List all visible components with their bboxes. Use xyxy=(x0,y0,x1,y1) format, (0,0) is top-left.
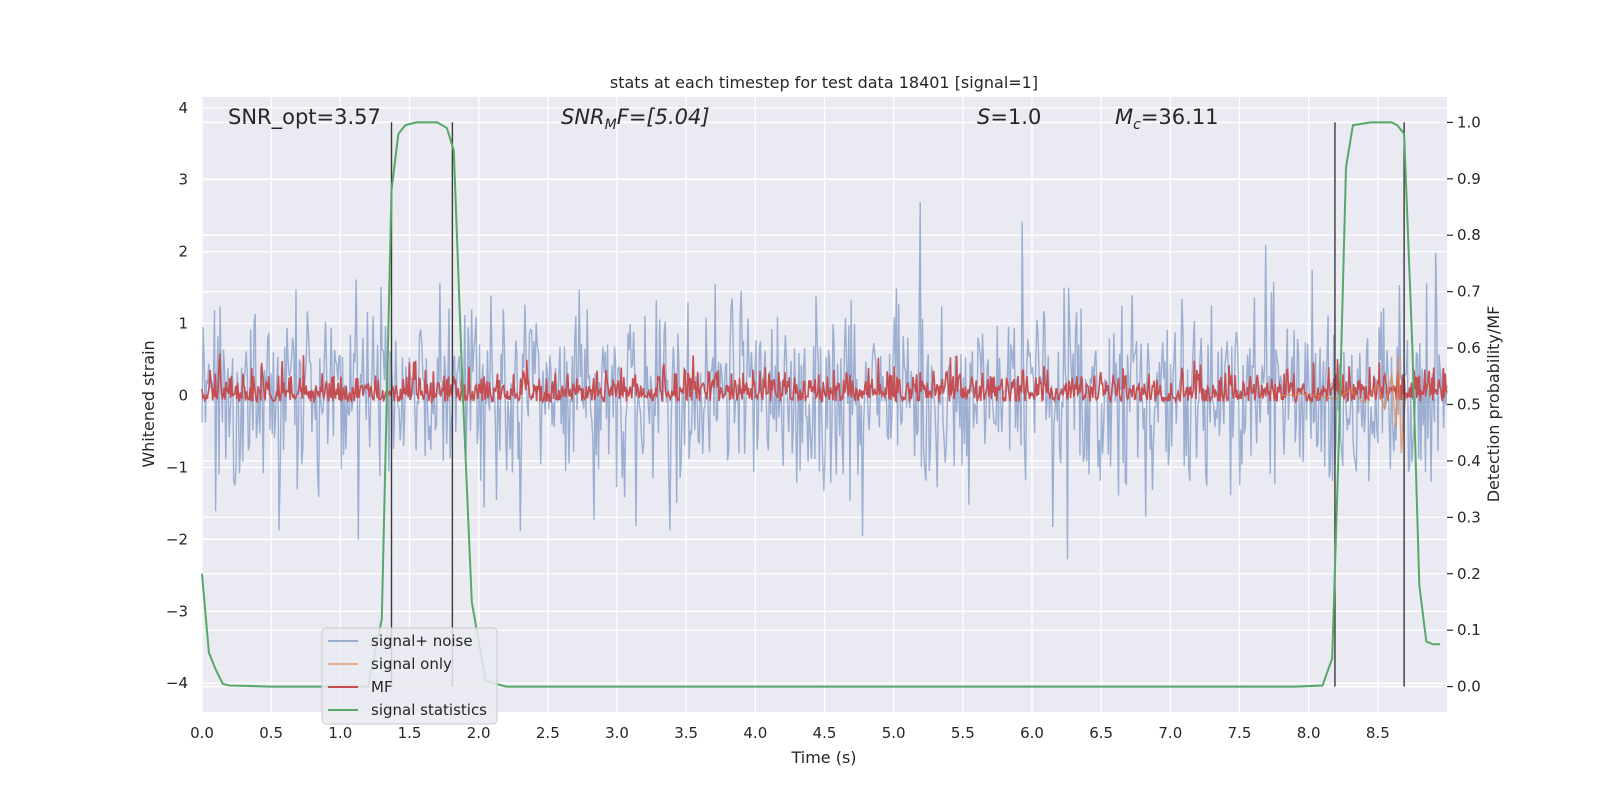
snr-mf-main: SNR xyxy=(561,105,605,129)
x-tick-label-6: 3.0 xyxy=(605,724,629,742)
x-tick-label-2: 1.0 xyxy=(328,724,352,742)
y-tick-label-2: 2 xyxy=(178,243,188,261)
x-tick-label-11: 5.5 xyxy=(951,724,975,742)
chart-title: stats at each timestep for test data 184… xyxy=(610,73,1038,92)
x-tick-label-17: 8.5 xyxy=(1366,724,1390,742)
y-tick-label-8: −4 xyxy=(166,674,188,692)
legend-label-noise: signal+ noise xyxy=(371,632,473,650)
y2-tick-label-0: 1.0 xyxy=(1457,113,1481,131)
y-tick-label-3: 1 xyxy=(178,315,188,333)
legend-label-signal: signal only xyxy=(371,655,452,673)
y-axis-ticks: 4 3 2 1 0 −1 −2 −3 −4 xyxy=(166,99,188,692)
y2-axis-label: Detection probability/MF xyxy=(1484,306,1503,503)
x-tick-label-12: 6.0 xyxy=(1020,724,1044,742)
snr-mf-rest: F=[5.04] xyxy=(617,105,710,129)
y2-tick-label-9: 0.1 xyxy=(1457,621,1481,639)
annotation-s: S=1.0 xyxy=(977,105,1041,129)
signal-only-line xyxy=(1280,355,1407,454)
y2-tick-label-2: 0.8 xyxy=(1457,226,1481,244)
y2-tick-label-3: 0.7 xyxy=(1457,283,1481,301)
mf-line xyxy=(201,353,1448,405)
y2-tick-label-8: 0.2 xyxy=(1457,565,1481,583)
x-tick-label-5: 2.5 xyxy=(536,724,560,742)
annotation-mc: Mc=36.11 xyxy=(1115,105,1219,133)
x-tick-label-1: 0.5 xyxy=(259,724,283,742)
s-label: S xyxy=(977,105,990,129)
x-tick-label-8: 4.0 xyxy=(743,724,767,742)
y-tick-label-7: −3 xyxy=(166,602,188,620)
y-tick-label-4: 0 xyxy=(178,387,188,405)
x-tick-label-16: 8.0 xyxy=(1297,724,1321,742)
noise-line xyxy=(201,201,1448,560)
series-mf xyxy=(201,353,1448,405)
y2-tick-label-5: 0.5 xyxy=(1457,396,1481,414)
y2-tick-label-7: 0.3 xyxy=(1457,508,1481,526)
s-value: =1.0 xyxy=(990,105,1041,129)
y2-tick-label-10: 0.0 xyxy=(1457,678,1481,696)
legend: signal+ noise signal only MF signal stat… xyxy=(321,627,498,725)
y-tick-label-5: −1 xyxy=(166,458,188,476)
x-tick-label-4: 2.0 xyxy=(467,724,491,742)
snr-mf-sub: M xyxy=(605,117,617,133)
legend-box xyxy=(321,627,498,725)
y2-tick-label-6: 0.4 xyxy=(1457,452,1481,470)
x-tick-label-9: 4.5 xyxy=(813,724,837,742)
annotation-snr-mf: SNRMF=[5.04] xyxy=(561,105,710,133)
x-tick-label-15: 7.5 xyxy=(1228,724,1252,742)
x-tick-label-7: 3.5 xyxy=(674,724,698,742)
series-signal-plus-noise xyxy=(201,201,1448,560)
annotation-snr-opt: SNR_opt=3.57 xyxy=(228,105,381,130)
legend-label-mf: MF xyxy=(371,678,393,696)
legend-label-stat: signal statistics xyxy=(371,701,487,719)
y-tick-label-1: 3 xyxy=(178,171,188,189)
mc-value: =36.11 xyxy=(1141,105,1219,129)
series-signal-only xyxy=(1280,355,1407,454)
x-axis-label: Time (s) xyxy=(790,748,856,767)
y2-tick-label-1: 0.9 xyxy=(1457,170,1481,188)
x-tick-label-14: 7.0 xyxy=(1158,724,1182,742)
mc-sub: c xyxy=(1133,117,1141,133)
y-tick-label-6: −2 xyxy=(166,530,188,548)
y2-axis-ticks: 1.0 0.9 0.8 0.7 0.6 0.5 0.4 0.3 0.2 0.1 0.0 xyxy=(1447,113,1481,696)
x-tick-label-13: 6.5 xyxy=(1089,724,1113,742)
mc-label: M xyxy=(1115,105,1133,129)
x-tick-label-0: 0.0 xyxy=(190,724,214,742)
y2-tick-label-4: 0.6 xyxy=(1457,339,1481,357)
grid xyxy=(201,97,1447,712)
x-tick-label-3: 1.5 xyxy=(398,724,422,742)
x-tick-label-10: 5.0 xyxy=(882,724,906,742)
y-tick-label-0: 4 xyxy=(178,99,188,117)
x-axis-ticks: 0.0 0.5 1.0 1.5 2.0 2.5 3.0 3.5 4.0 4.5 5.0 5.5 6.0 6… xyxy=(190,724,1390,742)
y-axis-label: Whitened strain xyxy=(139,340,158,467)
